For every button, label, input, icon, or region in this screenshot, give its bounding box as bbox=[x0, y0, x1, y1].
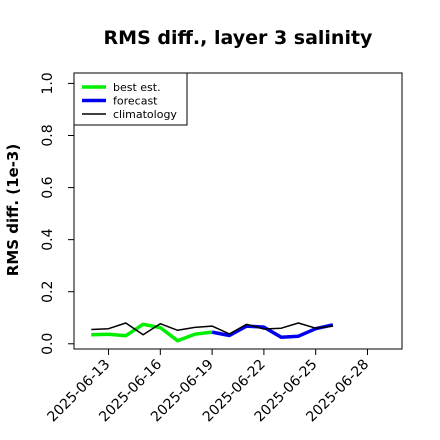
y-tick-label: 1.0 bbox=[40, 72, 56, 94]
y-tick-label: 0.6 bbox=[40, 176, 56, 198]
y-tick-label: 0.0 bbox=[40, 333, 56, 355]
series-line-best-est bbox=[91, 322, 213, 343]
series-line-climatology bbox=[91, 322, 333, 336]
x-axis: 2025-06-132025-06-162025-06-192025-06-22… bbox=[45, 349, 372, 425]
y-axis-label: RMS diff. (1e-3) bbox=[4, 144, 22, 276]
series-line-forecast bbox=[211, 323, 334, 340]
legend-label-forecast: forecast bbox=[113, 95, 158, 108]
legend-label-best-est: best est. bbox=[113, 81, 161, 94]
legend-label-climatology: climatology bbox=[113, 108, 177, 121]
y-tick-label: 0.8 bbox=[40, 124, 56, 146]
y-tick-label: 0.4 bbox=[40, 228, 56, 250]
chart-title: RMS diff., layer 3 salinity bbox=[104, 27, 374, 49]
plot-frame bbox=[73, 72, 403, 350]
series-lines bbox=[91, 322, 334, 343]
y-tick-label: 0.2 bbox=[40, 281, 56, 303]
y-axis: 0.0 0.2 0.4 0.6 0.8 1.0 bbox=[40, 72, 74, 355]
